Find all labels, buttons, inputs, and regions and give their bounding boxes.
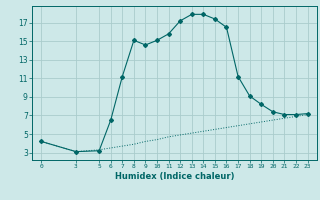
X-axis label: Humidex (Indice chaleur): Humidex (Indice chaleur) xyxy=(115,172,234,181)
